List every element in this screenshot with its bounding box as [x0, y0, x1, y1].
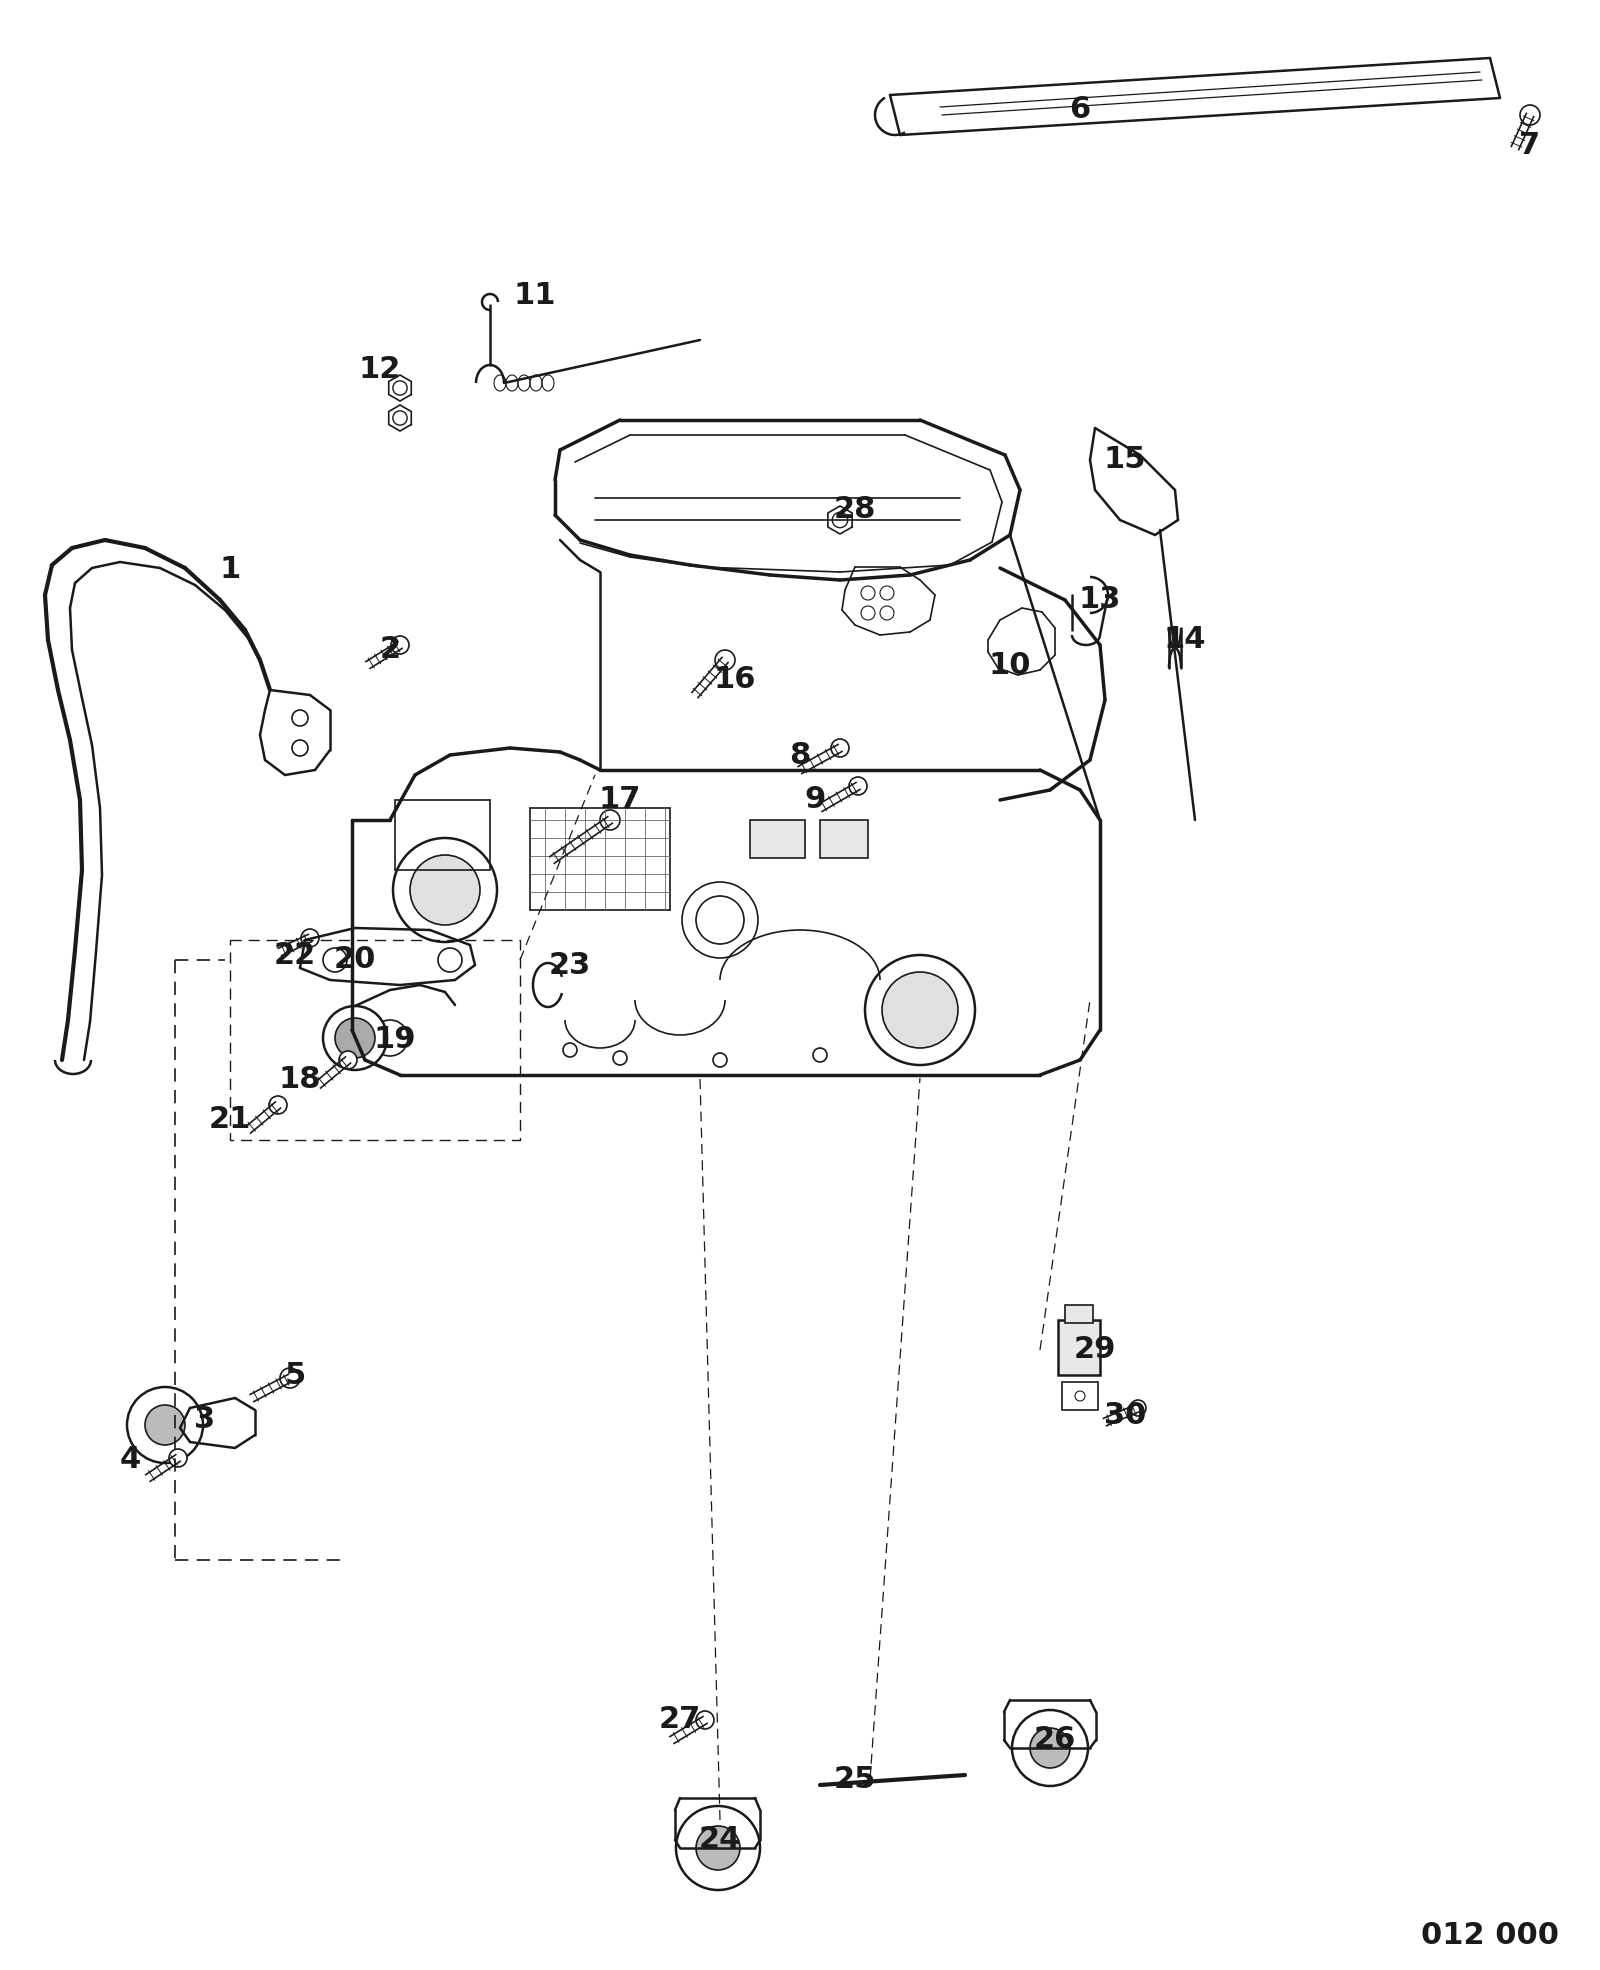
Circle shape: [675, 1806, 760, 1889]
Circle shape: [600, 810, 621, 829]
Circle shape: [882, 971, 958, 1048]
Circle shape: [339, 1052, 357, 1070]
Circle shape: [334, 1018, 374, 1058]
Circle shape: [323, 1007, 387, 1070]
Circle shape: [170, 1450, 187, 1468]
Text: 17: 17: [598, 786, 642, 814]
Circle shape: [1130, 1401, 1146, 1416]
Bar: [750, 820, 805, 859]
Circle shape: [269, 1095, 286, 1113]
Text: 3: 3: [195, 1405, 216, 1434]
Text: 16: 16: [714, 666, 757, 695]
Circle shape: [850, 776, 867, 796]
Text: 6: 6: [1069, 95, 1091, 124]
Circle shape: [126, 1387, 203, 1464]
Text: 1: 1: [219, 556, 240, 585]
Text: 11: 11: [514, 280, 557, 309]
Circle shape: [1520, 104, 1539, 124]
Circle shape: [715, 650, 734, 670]
Text: 27: 27: [659, 1706, 701, 1734]
Text: 8: 8: [789, 741, 811, 770]
Circle shape: [301, 930, 318, 948]
Text: 24: 24: [699, 1826, 741, 1854]
Circle shape: [410, 855, 480, 926]
Text: 25: 25: [834, 1765, 877, 1795]
Text: 2: 2: [379, 636, 400, 664]
Text: 26: 26: [1034, 1726, 1077, 1755]
Bar: [1066, 1304, 1093, 1324]
Text: 28: 28: [834, 496, 877, 524]
Text: 13: 13: [1078, 585, 1122, 615]
Text: 14: 14: [1163, 626, 1206, 654]
Circle shape: [830, 739, 850, 756]
Text: 12: 12: [358, 355, 402, 384]
Text: 7: 7: [1520, 130, 1541, 160]
Bar: [819, 820, 867, 859]
Text: 15: 15: [1104, 445, 1146, 475]
Text: 4: 4: [120, 1446, 141, 1474]
Circle shape: [1030, 1728, 1070, 1767]
Text: 10: 10: [989, 650, 1032, 680]
Bar: [1062, 1383, 1098, 1411]
Circle shape: [696, 1826, 739, 1870]
Text: 22: 22: [274, 940, 317, 969]
Text: 20: 20: [334, 946, 376, 975]
Text: 012 000: 012 000: [1421, 1921, 1558, 1950]
Text: 9: 9: [805, 786, 826, 814]
Circle shape: [280, 1367, 301, 1389]
Circle shape: [146, 1405, 186, 1446]
Circle shape: [1013, 1710, 1088, 1787]
Text: 18: 18: [278, 1066, 322, 1095]
Text: 21: 21: [210, 1105, 251, 1135]
Circle shape: [390, 636, 410, 654]
Circle shape: [696, 1712, 714, 1730]
Text: 5: 5: [285, 1361, 306, 1389]
Text: 30: 30: [1104, 1401, 1146, 1430]
Text: 19: 19: [374, 1026, 416, 1054]
Text: 23: 23: [549, 950, 590, 979]
Text: 29: 29: [1074, 1336, 1117, 1365]
Bar: [1058, 1320, 1101, 1375]
